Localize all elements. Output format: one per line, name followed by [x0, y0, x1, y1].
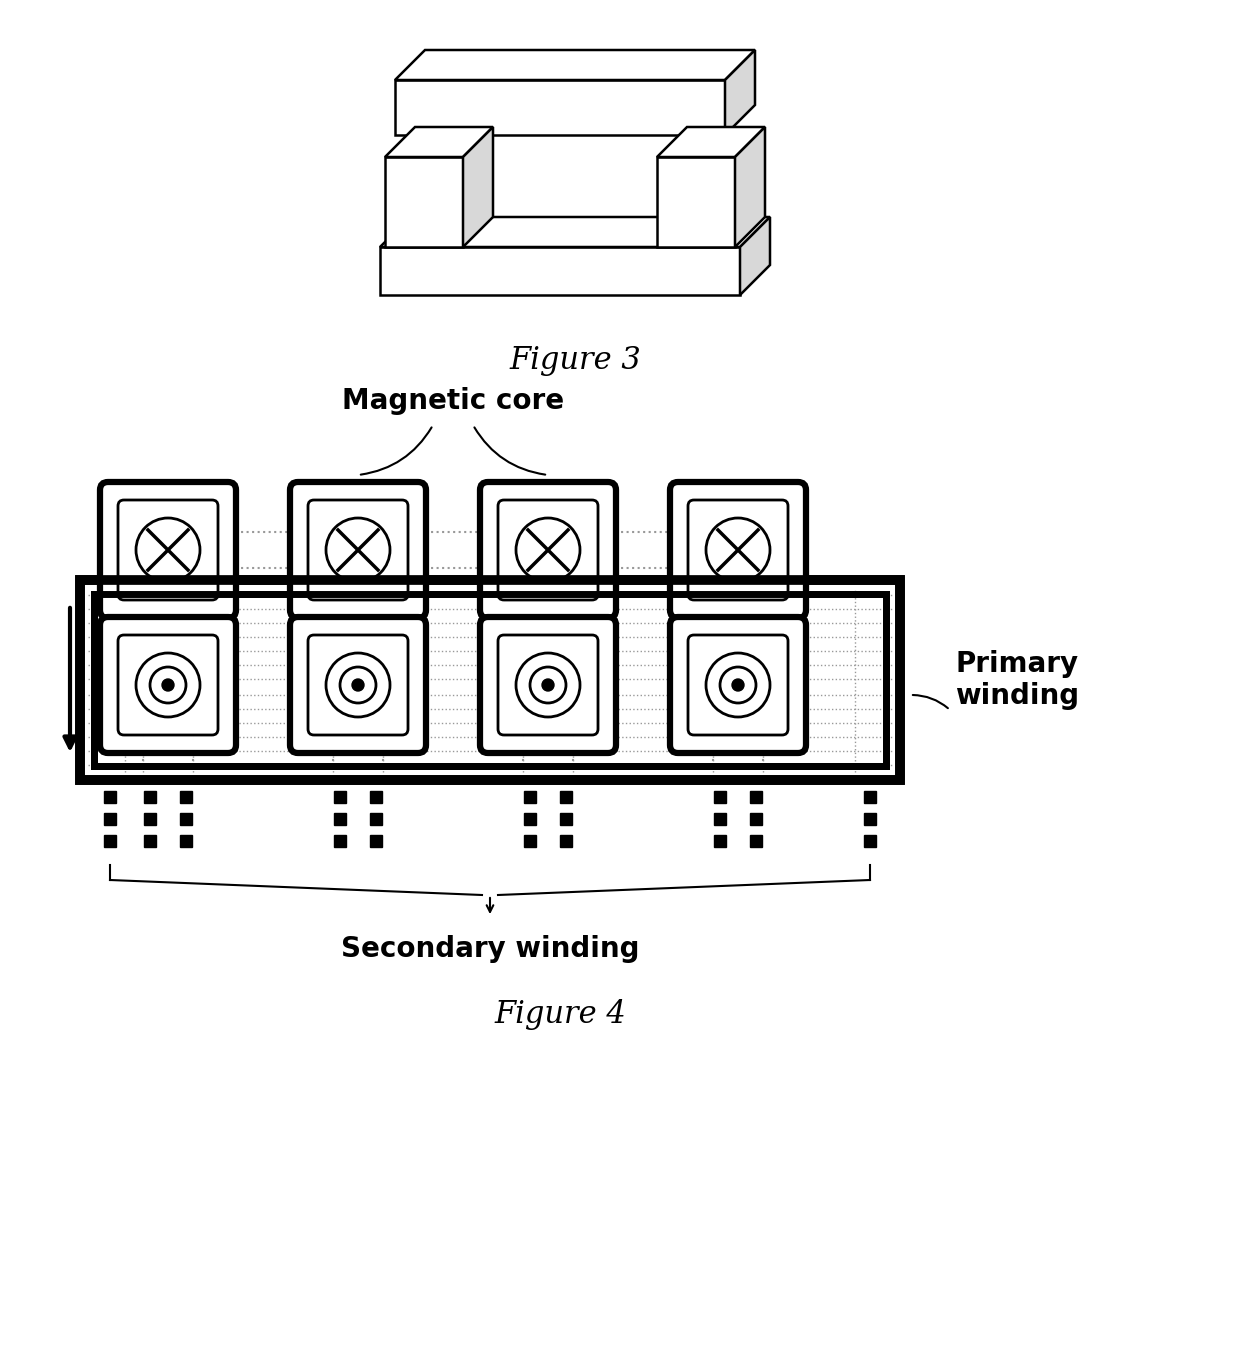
- FancyBboxPatch shape: [308, 636, 408, 734]
- Bar: [864, 790, 875, 803]
- Bar: [144, 790, 156, 803]
- Bar: [180, 834, 192, 847]
- Polygon shape: [396, 79, 725, 136]
- Polygon shape: [463, 127, 494, 247]
- Polygon shape: [735, 127, 765, 247]
- Text: Figure 4: Figure 4: [494, 1000, 626, 1030]
- Bar: [750, 834, 763, 847]
- Circle shape: [516, 518, 580, 582]
- Bar: [750, 812, 763, 825]
- Bar: [94, 595, 887, 766]
- Circle shape: [720, 667, 756, 703]
- Bar: [180, 790, 192, 803]
- Circle shape: [542, 680, 554, 690]
- FancyBboxPatch shape: [498, 500, 598, 600]
- Polygon shape: [396, 49, 755, 79]
- Polygon shape: [725, 49, 755, 136]
- FancyBboxPatch shape: [480, 482, 616, 618]
- Circle shape: [706, 518, 770, 582]
- Bar: [104, 834, 117, 847]
- FancyBboxPatch shape: [118, 500, 218, 600]
- Text: Magnetic core: Magnetic core: [342, 386, 564, 415]
- Polygon shape: [384, 127, 494, 158]
- Circle shape: [136, 518, 200, 582]
- Bar: [81, 580, 900, 780]
- Bar: [94, 595, 887, 766]
- FancyBboxPatch shape: [290, 616, 427, 754]
- Bar: [108, 625, 228, 745]
- Bar: [714, 834, 725, 847]
- Bar: [144, 834, 156, 847]
- Text: Primary
winding: Primary winding: [955, 649, 1079, 710]
- Polygon shape: [384, 158, 463, 247]
- FancyBboxPatch shape: [670, 616, 806, 754]
- Circle shape: [136, 653, 200, 717]
- Bar: [370, 812, 382, 825]
- Circle shape: [732, 680, 744, 690]
- Bar: [750, 790, 763, 803]
- FancyBboxPatch shape: [498, 636, 598, 734]
- Bar: [104, 812, 117, 825]
- Bar: [108, 490, 228, 610]
- FancyBboxPatch shape: [688, 500, 787, 600]
- Bar: [81, 580, 900, 780]
- Bar: [678, 625, 799, 745]
- Text: Figure 3: Figure 3: [510, 344, 641, 375]
- Bar: [714, 790, 725, 803]
- Bar: [81, 580, 900, 780]
- Text: Secondary winding: Secondary winding: [341, 934, 640, 963]
- FancyBboxPatch shape: [688, 636, 787, 734]
- Bar: [370, 834, 382, 847]
- Polygon shape: [379, 247, 740, 295]
- Circle shape: [516, 653, 580, 717]
- Bar: [334, 834, 346, 847]
- Bar: [560, 790, 572, 803]
- Bar: [144, 812, 156, 825]
- FancyBboxPatch shape: [308, 500, 408, 600]
- Bar: [560, 834, 572, 847]
- Bar: [525, 790, 536, 803]
- Circle shape: [326, 653, 391, 717]
- Circle shape: [529, 667, 565, 703]
- Circle shape: [706, 653, 770, 717]
- Bar: [560, 812, 572, 825]
- Bar: [489, 490, 608, 610]
- FancyBboxPatch shape: [118, 636, 218, 734]
- Polygon shape: [379, 216, 770, 247]
- Bar: [714, 812, 725, 825]
- Polygon shape: [740, 216, 770, 295]
- Circle shape: [150, 667, 186, 703]
- Bar: [180, 812, 192, 825]
- FancyBboxPatch shape: [100, 482, 236, 618]
- Bar: [298, 490, 418, 610]
- Bar: [525, 834, 536, 847]
- Bar: [864, 834, 875, 847]
- FancyBboxPatch shape: [670, 482, 806, 618]
- Bar: [104, 790, 117, 803]
- Circle shape: [162, 680, 174, 690]
- Bar: [334, 812, 346, 825]
- Polygon shape: [657, 127, 765, 158]
- FancyBboxPatch shape: [100, 616, 236, 754]
- FancyBboxPatch shape: [480, 616, 616, 754]
- Circle shape: [352, 680, 365, 690]
- Circle shape: [326, 518, 391, 582]
- Polygon shape: [657, 158, 735, 247]
- Bar: [489, 625, 608, 745]
- Bar: [525, 812, 536, 825]
- Bar: [864, 812, 875, 825]
- Circle shape: [340, 667, 376, 703]
- Bar: [334, 790, 346, 803]
- FancyBboxPatch shape: [290, 482, 427, 618]
- Bar: [298, 625, 418, 745]
- Bar: [678, 490, 799, 610]
- Bar: [370, 790, 382, 803]
